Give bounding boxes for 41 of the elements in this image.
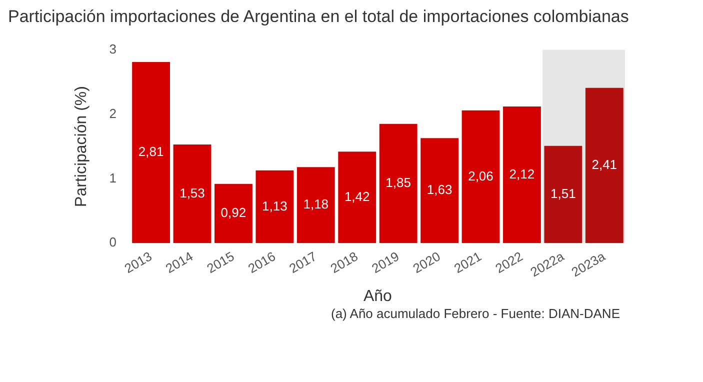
x-tick-label: 2019 [369,248,402,276]
data-label: 1,13 [262,198,288,214]
bar [544,146,582,244]
bar [338,152,376,244]
data-label: 1,53 [180,185,205,200]
data-label: 2,41 [592,157,618,172]
data-label: 2,81 [138,144,164,160]
data-label: 1,85 [386,175,411,190]
text: (a) Año acumulado Febrero - Fuente: DIAN-DANE [330,306,621,321]
data-label: 2,12 [509,166,535,182]
bar [214,184,252,244]
data-label: 1,18 [303,196,329,212]
data-label: 0,92 [220,205,246,220]
x-tick-label: 2013 [122,248,154,276]
y-axis-title: Participación (%) [73,86,90,207]
x-tick-label: 2021 [452,248,484,276]
x-axis-title: Año [363,288,392,305]
x-tick-label: 2016 [245,248,278,276]
bar [462,110,500,244]
x-tick-label: 2017 [286,248,320,276]
y-tick-label: 0 [109,234,116,250]
bar [296,167,335,244]
y-tick-label: 2 [109,106,116,121]
x-tick-label: 2020 [410,248,443,276]
bar [256,170,294,244]
x-tick-label: 2014 [163,248,196,276]
x-tick-label: 2015 [204,248,237,276]
data-label: 1,63 [426,182,452,198]
bar [503,106,541,244]
x-tick-label: 2018 [328,248,360,276]
data-label: 1,51 [550,186,576,202]
y-tick-label: 3 [109,41,116,56]
bar [132,62,170,244]
x-tick-label: 2022 [492,248,526,276]
data-label: 1,42 [344,188,370,204]
bar [379,124,418,244]
bar [420,138,458,244]
y-tick-label: 1 [109,170,116,186]
bar [173,144,212,244]
data-label: 2,06 [468,168,494,184]
chart-title: Participación importaciones de Argentina en el total de importaciones colombianas [8,6,630,28]
